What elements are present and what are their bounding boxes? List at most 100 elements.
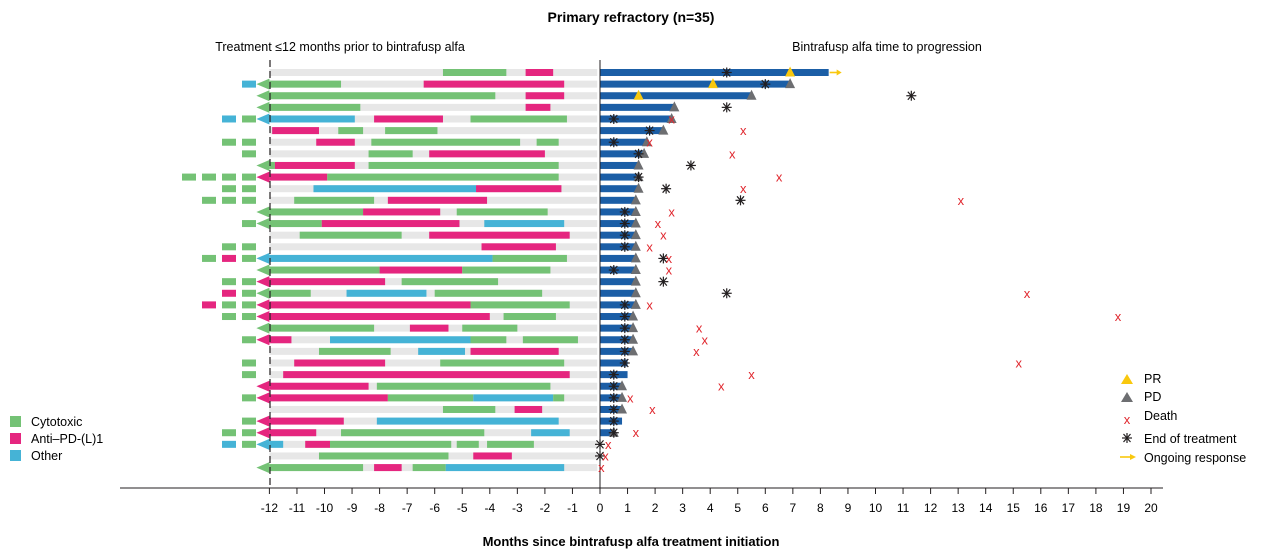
legend-label-other: Other bbox=[31, 449, 62, 463]
x-ticks: -12 -11 -10 -9 -8 -7 -6 -5 -4 -3 -2 -1 0 1 2 3 4 5 6 7 8 9 10 1… bbox=[261, 488, 1158, 515]
eot-marker bbox=[595, 450, 605, 461]
pd-marker bbox=[628, 322, 639, 333]
legend-swatch-anti-pd bbox=[10, 433, 21, 444]
bintrafusp-bar bbox=[600, 324, 634, 332]
segment-anti-pd bbox=[429, 231, 570, 239]
eot-marker bbox=[619, 299, 630, 310]
segment-cytotoxic bbox=[269, 464, 364, 472]
arrow-anti-pd bbox=[256, 276, 270, 288]
x-tick-label: -5 bbox=[457, 501, 468, 515]
pre-dash-cytotoxic bbox=[222, 429, 236, 437]
pre-dash-cytotoxic bbox=[242, 313, 256, 321]
segment-cytotoxic bbox=[318, 452, 449, 460]
pd-marker bbox=[641, 136, 652, 147]
arrow-anti-pd bbox=[256, 299, 270, 311]
segment-other bbox=[269, 254, 493, 262]
arrow-cytotoxic bbox=[256, 159, 270, 171]
x-tick-label: 20 bbox=[1144, 501, 1158, 515]
eot-marker bbox=[608, 265, 619, 276]
pre-dash-cytotoxic bbox=[242, 185, 256, 193]
segment-anti-pd bbox=[525, 92, 565, 100]
arrow-anti-pd bbox=[256, 392, 270, 404]
eot-marker bbox=[721, 67, 732, 78]
x-tick-label: 16 bbox=[1034, 501, 1048, 515]
death-marker: x bbox=[718, 379, 725, 394]
arrow-cytotoxic bbox=[256, 90, 270, 102]
x-tick-label: -8 bbox=[374, 501, 385, 515]
death-marker: x bbox=[668, 111, 675, 126]
pre-dash-cytotoxic bbox=[222, 185, 236, 193]
pre-dash-cytotoxic bbox=[222, 196, 236, 204]
arrow-cytotoxic bbox=[256, 78, 270, 90]
segment-cytotoxic bbox=[522, 336, 578, 344]
x-tick-label: 6 bbox=[762, 501, 769, 515]
eot-marker bbox=[619, 323, 630, 334]
right-panel-label: Bintrafusp alfa time to progression bbox=[792, 40, 982, 54]
segment-cytotoxic bbox=[330, 440, 452, 448]
segment-anti-pd bbox=[269, 313, 490, 321]
segment-anti-pd bbox=[423, 80, 565, 88]
bintrafusp-bar bbox=[600, 115, 672, 123]
pre-treatment-dashes bbox=[182, 80, 256, 448]
eot-marker bbox=[685, 160, 696, 171]
death-marker: x bbox=[701, 332, 708, 347]
death-marker: x bbox=[646, 135, 653, 150]
segment-other bbox=[473, 394, 554, 402]
segment-cytotoxic bbox=[412, 464, 446, 472]
pre-dash-cytotoxic bbox=[242, 220, 256, 228]
pre-dash-cytotoxic bbox=[182, 173, 196, 181]
bintrafusp-bar bbox=[600, 429, 614, 437]
eot-marker bbox=[633, 172, 644, 183]
x-tick-label: 2 bbox=[652, 501, 659, 515]
pre-dash-cytotoxic bbox=[242, 150, 256, 158]
segment-cytotoxic bbox=[440, 359, 565, 367]
eot-marker bbox=[595, 439, 605, 450]
pre-dash-cytotoxic bbox=[222, 138, 236, 146]
pd-marker bbox=[630, 240, 641, 251]
segment-cytotoxic bbox=[553, 394, 565, 402]
bintrafusp-bar bbox=[600, 196, 636, 204]
segment-cytotoxic bbox=[376, 382, 551, 390]
legend-label-death: Death bbox=[1144, 409, 1177, 423]
eot-marker bbox=[658, 253, 669, 264]
x-tick-label: 15 bbox=[1007, 501, 1021, 515]
x-tick-label: 0 bbox=[597, 501, 604, 515]
death-marker: x bbox=[1024, 286, 1031, 301]
pd-marker bbox=[630, 298, 641, 309]
pd-marker bbox=[628, 310, 639, 321]
segment-cytotoxic bbox=[434, 289, 543, 297]
arrow-cytotoxic bbox=[256, 264, 270, 276]
segment-cytotoxic bbox=[269, 92, 496, 100]
segment-other bbox=[531, 429, 570, 437]
segment-anti-pd bbox=[269, 394, 388, 402]
segment-cytotoxic bbox=[456, 440, 479, 448]
pre-dash-cytotoxic bbox=[222, 173, 236, 181]
pre-dash-cytotoxic bbox=[242, 301, 256, 309]
eot-marker bbox=[608, 369, 619, 380]
segment-cytotoxic bbox=[492, 254, 567, 262]
segment-cytotoxic bbox=[269, 266, 380, 274]
x-tick-label: -9 bbox=[347, 501, 358, 515]
eot-marker bbox=[658, 276, 669, 287]
segment-cytotoxic bbox=[299, 231, 402, 239]
legend-pd-icon bbox=[1121, 392, 1133, 402]
segment-cytotoxic bbox=[338, 127, 364, 135]
pd-marker bbox=[666, 112, 677, 123]
arrow-cytotoxic bbox=[256, 101, 270, 113]
bintrafusp-bar bbox=[600, 173, 639, 181]
eot-marker bbox=[735, 195, 746, 206]
death-marker: x bbox=[729, 146, 736, 161]
arrow-anti-pd bbox=[256, 380, 270, 392]
prior-window-bar bbox=[269, 103, 598, 111]
segment-anti-pd bbox=[274, 161, 355, 169]
pre-dash-other bbox=[242, 80, 256, 88]
arrow-cytotoxic bbox=[256, 322, 270, 334]
segment-anti-pd bbox=[305, 440, 331, 448]
bintrafusp-bar bbox=[600, 359, 628, 367]
pre-dash-cytotoxic bbox=[242, 243, 256, 251]
death-marker: x bbox=[668, 204, 675, 219]
pd-marker bbox=[630, 287, 641, 298]
pd-marker bbox=[617, 380, 628, 391]
pd-marker bbox=[630, 194, 641, 205]
eot-marker bbox=[619, 218, 630, 229]
